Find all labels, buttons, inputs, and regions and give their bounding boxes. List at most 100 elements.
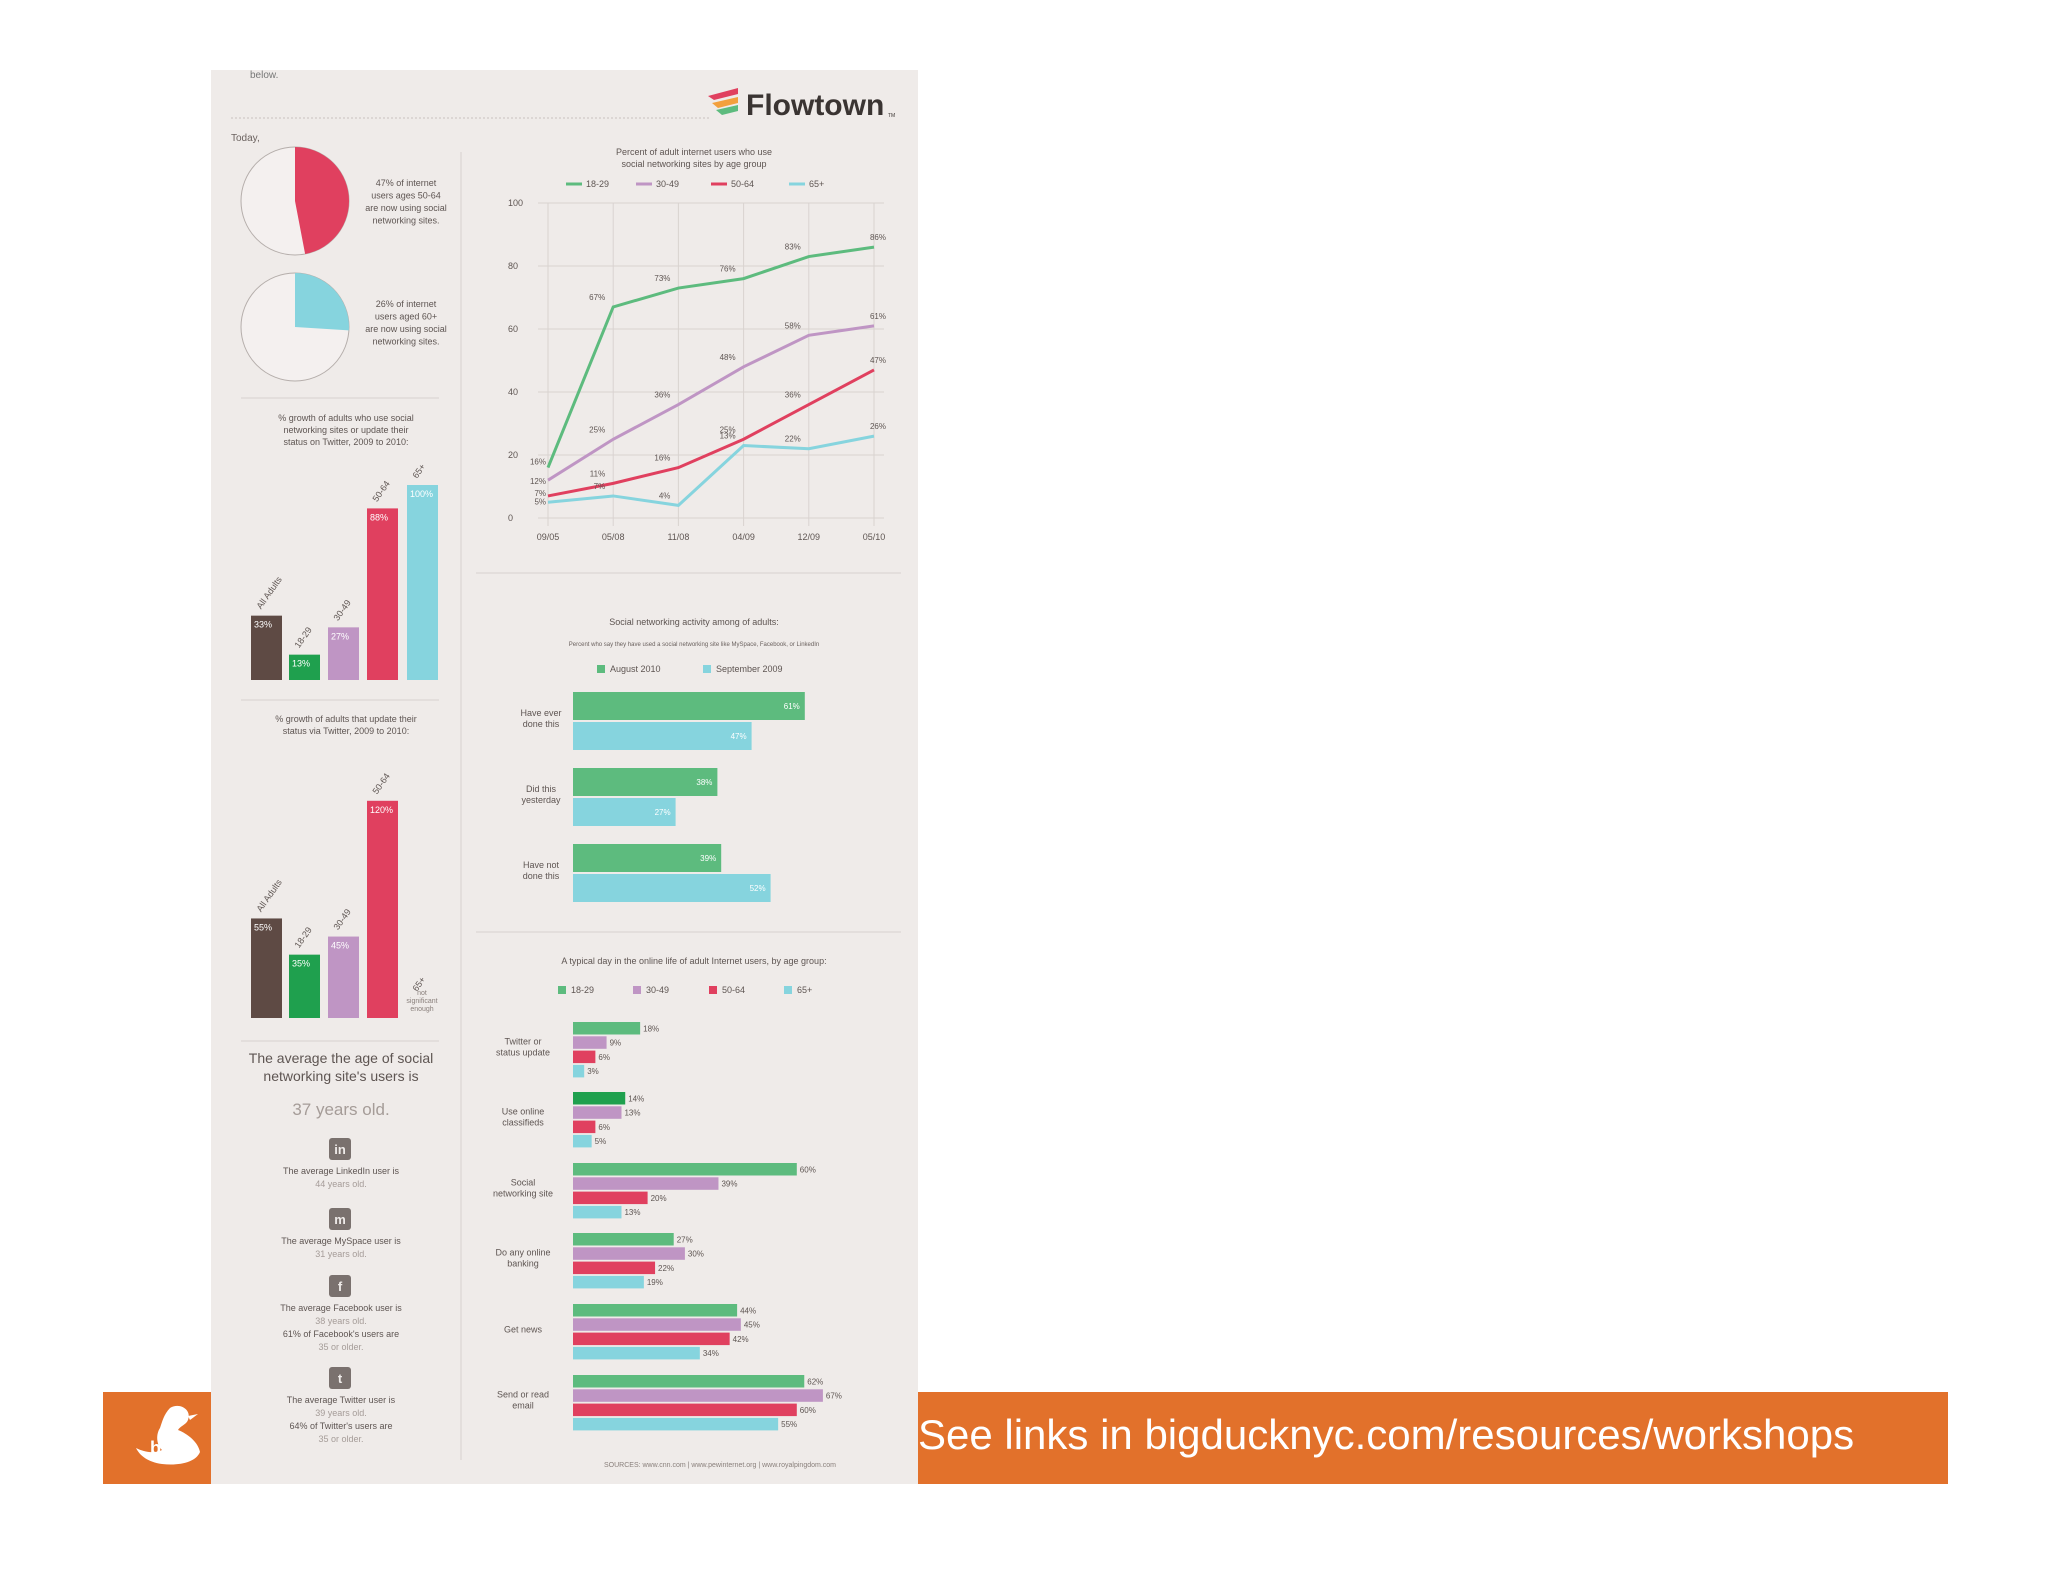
hbar-value: 30% bbox=[688, 1250, 704, 1259]
line-point-label: 67% bbox=[589, 293, 605, 302]
pie2-caption-line: 26% of internet bbox=[376, 299, 437, 309]
hbar-30-49 bbox=[573, 1177, 719, 1190]
avg-age-value: 37 years old. bbox=[292, 1100, 389, 1119]
hbar-subtitle: Percent who say they have used a social … bbox=[569, 642, 819, 648]
legend-swatch bbox=[633, 986, 641, 994]
flowtown-logo: Flowtown TM bbox=[708, 88, 895, 122]
growth-title-line: status via Twitter, 2009 to 2010: bbox=[283, 726, 409, 736]
hbar-value: 60% bbox=[800, 1406, 816, 1415]
hbar-category: email bbox=[512, 1401, 534, 1411]
pie2-caption-line: are now using social bbox=[365, 324, 447, 334]
x-tick-label: 05/08 bbox=[602, 532, 625, 542]
hbar-18-29 bbox=[573, 1092, 626, 1105]
hbar-50-64 bbox=[573, 1261, 656, 1275]
growth-bar-value: 27% bbox=[331, 631, 349, 641]
hbar-august-2010 bbox=[573, 844, 722, 872]
growth-bar-category: All Adults bbox=[254, 877, 284, 913]
line-point-label: 48% bbox=[720, 353, 736, 362]
icon-glyph: f bbox=[338, 1279, 343, 1294]
y-tick-label: 100 bbox=[508, 198, 523, 208]
duck-icon bbox=[136, 1405, 200, 1465]
brand-tm: TM bbox=[888, 113, 895, 119]
top-note: below. bbox=[250, 70, 278, 81]
hbar-value: 62% bbox=[807, 1377, 823, 1386]
x-tick-label: 05/10 bbox=[863, 532, 886, 542]
hbar-65- bbox=[573, 1275, 644, 1289]
growth-title-line: status on Twitter, 2009 to 2010: bbox=[284, 437, 409, 447]
hbar-category: Use online bbox=[502, 1107, 545, 1117]
line-point-label: 26% bbox=[870, 422, 886, 431]
line-point-label: 11% bbox=[590, 469, 605, 478]
growth-bar-65- bbox=[407, 485, 438, 680]
hbar-september-2009 bbox=[573, 722, 752, 750]
myspace-icon: m bbox=[329, 1208, 351, 1230]
legend-swatch bbox=[558, 986, 566, 994]
line-chart-title: social networking sites by age group bbox=[621, 159, 766, 169]
growth-bar-category: 18-29 bbox=[292, 625, 313, 650]
hbar-category: Send or read bbox=[497, 1390, 549, 1400]
growth-bar-value: 45% bbox=[331, 941, 349, 951]
growth-bar-30-49 bbox=[328, 627, 359, 680]
line-point-label: 36% bbox=[654, 391, 670, 400]
hbar-value: 18% bbox=[643, 1024, 659, 1033]
avg-age-item-text: 61% of Facebook's users are bbox=[283, 1329, 399, 1339]
line-point-label: 58% bbox=[785, 321, 801, 330]
line-point-label: 83% bbox=[785, 243, 801, 252]
hbar-category: Social bbox=[511, 1178, 536, 1188]
pie-chart-50-64 bbox=[240, 146, 350, 256]
avg-age-item-sub: 39 years old. bbox=[315, 1408, 367, 1418]
growth-bar-50-64 bbox=[367, 800, 398, 1018]
legend-label: 18-29 bbox=[571, 985, 594, 995]
line-point-label: 16% bbox=[654, 454, 670, 463]
hbar-18-29 bbox=[573, 1022, 641, 1035]
legend-label: 65+ bbox=[797, 985, 812, 995]
growth-bar-all-adults bbox=[251, 918, 282, 1018]
line-point-label: 76% bbox=[720, 265, 736, 274]
hbar-30-49 bbox=[573, 1106, 622, 1119]
growth2-note-line: enough bbox=[410, 1006, 433, 1013]
x-tick-label: 11/08 bbox=[667, 532, 689, 542]
growth2-note-line: significant bbox=[406, 998, 437, 1005]
hbar-value: 39% bbox=[721, 1180, 737, 1189]
growth-bar-category: 18-29 bbox=[292, 925, 313, 950]
hbar-category: yesterday bbox=[521, 795, 561, 805]
legend-label: 50-64 bbox=[722, 985, 745, 995]
hbar-30-49 bbox=[573, 1247, 685, 1260]
growth-bar-30-49 bbox=[328, 936, 359, 1018]
pie1-caption: 47% of internet users ages 50-64 are now u… bbox=[365, 178, 447, 226]
y-tick-label: 20 bbox=[508, 450, 518, 460]
hbar-title: Social networking activity among of adul… bbox=[609, 617, 779, 627]
hbar-value: 34% bbox=[703, 1349, 719, 1358]
line-series-65+ bbox=[547, 434, 875, 507]
hbar-category: Get news bbox=[504, 1325, 543, 1335]
line-point-label: 25% bbox=[589, 425, 605, 434]
hbar-65- bbox=[573, 1417, 779, 1431]
avg-age-item-sub: 35 or older. bbox=[318, 1342, 363, 1352]
growth-bar-all-adults bbox=[251, 615, 282, 680]
hbar-value: 38% bbox=[696, 778, 712, 787]
hbar-category: Have not bbox=[523, 860, 560, 870]
legend-swatch bbox=[597, 665, 605, 673]
line-point-label: 5% bbox=[534, 497, 546, 506]
growth-bar-category: 50-64 bbox=[370, 479, 391, 504]
hbar-value: 3% bbox=[587, 1067, 599, 1076]
hbar-18-29 bbox=[573, 1233, 674, 1246]
growth-bar-value: 88% bbox=[370, 512, 388, 522]
line-point-label: 13% bbox=[720, 432, 736, 441]
hbar-value: 42% bbox=[733, 1335, 749, 1344]
avg-age-item-text: The average Facebook user is bbox=[280, 1303, 402, 1313]
pie1-caption-line: are now using social bbox=[365, 203, 447, 213]
typical-day-bar-chart: A typical day in the online life of adul… bbox=[493, 956, 842, 1431]
growth-bar-18-29 bbox=[289, 954, 320, 1018]
x-tick-label: 12/09 bbox=[798, 532, 821, 542]
hbar-value: 22% bbox=[658, 1264, 674, 1273]
pie1-caption-line: networking sites. bbox=[372, 216, 439, 226]
footer-link-text[interactable]: See links in bigducknyc.com/resources/wo… bbox=[918, 1411, 1855, 1458]
avg-age-item-text: The average LinkedIn user is bbox=[283, 1166, 400, 1176]
bigduck-logo bbox=[112, 1400, 212, 1478]
hbar-value: 67% bbox=[826, 1392, 842, 1401]
hbar-65- bbox=[573, 1064, 585, 1078]
legend-label: 50-64 bbox=[731, 179, 754, 189]
legend-label: September 2009 bbox=[716, 664, 783, 674]
hbar-value: 5% bbox=[595, 1137, 607, 1146]
